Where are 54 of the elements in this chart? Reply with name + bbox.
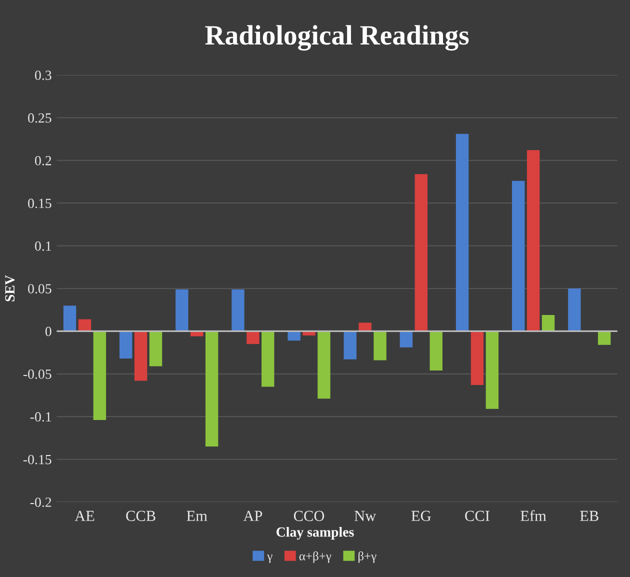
x-tick-label: EB <box>580 510 598 521</box>
y-tick-label: 0.1 <box>35 241 52 251</box>
x-tick-label: Em <box>186 510 208 521</box>
bar <box>344 331 356 360</box>
y-tick-label: 0.25 <box>28 113 52 123</box>
bar <box>149 331 162 366</box>
x-tick-label: Nw <box>354 510 376 522</box>
bar <box>288 331 300 341</box>
bar <box>318 331 330 399</box>
bar <box>598 331 611 345</box>
x-tick-label: Efm <box>520 510 546 521</box>
legend-label: α+β+γ <box>299 551 332 563</box>
x-axis-title: Clay samples <box>276 526 354 540</box>
y-tick-label: 0.05 <box>28 284 52 294</box>
bar <box>93 331 106 420</box>
y-tick-label: 0.2 <box>35 156 52 166</box>
bar <box>542 314 555 332</box>
bar <box>400 331 413 348</box>
y-tick-label: -0.05 <box>23 369 52 379</box>
bar <box>246 331 260 344</box>
y-tick-label: 0 <box>45 326 52 336</box>
bar <box>430 331 442 370</box>
x-tick-label: CCO <box>294 510 324 522</box>
bar <box>78 319 92 332</box>
bar <box>526 150 540 332</box>
y-tick-label: 0.15 <box>28 198 52 208</box>
bar <box>512 180 525 332</box>
x-tick-label: EG <box>411 510 431 522</box>
bar <box>63 306 76 332</box>
bar <box>414 174 428 332</box>
bar <box>120 331 132 359</box>
x-tick-label: AP <box>243 510 262 521</box>
bar <box>568 288 581 332</box>
bar <box>358 322 372 332</box>
bar <box>456 134 469 332</box>
x-tick-label: CCI <box>465 510 490 522</box>
y-tick-label: -0.2 <box>30 498 52 508</box>
y-tick-label: -0.1 <box>30 412 52 422</box>
legend-label: β+γ <box>358 551 376 563</box>
x-tick-label: CCB <box>126 510 156 522</box>
bar <box>205 331 218 446</box>
bar <box>470 331 484 385</box>
y-axis-title: SEV <box>5 275 15 302</box>
bar <box>262 331 274 387</box>
bar <box>486 331 499 409</box>
bar <box>176 289 188 332</box>
y-tick-label: 0.3 <box>35 70 52 80</box>
legend-label: γ <box>267 554 272 563</box>
chart-title: Radiological Readings <box>205 25 469 51</box>
y-tick-label: -0.15 <box>23 454 52 464</box>
bar <box>232 289 244 332</box>
bar <box>374 331 386 360</box>
x-tick-label: AE <box>74 510 94 521</box>
bar <box>134 331 148 381</box>
